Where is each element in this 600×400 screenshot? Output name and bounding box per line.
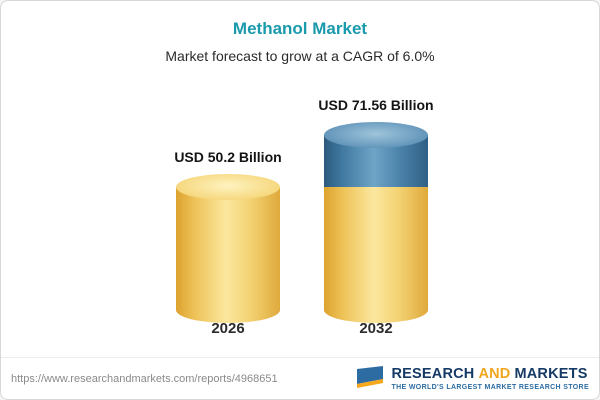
cylinder-bottom-face [176,297,280,323]
cylinder-top-face [176,174,280,200]
report-url: https://www.researchandmarkets.com/repor… [11,372,278,385]
bar-category-2032: 2032 [359,320,393,337]
researchandmarkets-logo: RESEARCH AND MARKETS THE WORLD'S LARGEST… [355,365,589,392]
logo-word-and: AND [478,366,511,382]
bar-category-2026: 2026 [211,320,245,337]
logo-tagline: THE WORLD'S LARGEST MARKET RESEARCH STOR… [391,384,589,391]
cylinder-bottom-face [324,297,428,323]
logo-word-markets: MARKETS [514,366,588,382]
logo-mark-icon [357,365,384,388]
cylinder-body-base [324,187,428,323]
logo-text: RESEARCH AND MARKETS THE WORLD'S LARGEST… [391,366,589,391]
bar-value-label-2026: USD 50.2 Billion [174,149,282,165]
cylinder-2032 [324,122,428,323]
cylinder-body-base [176,187,280,323]
chart-title: Methanol Market [232,19,368,38]
cylinder-top-face [324,122,428,148]
bar-group-2032: USD 71.56 Billion 2032 [318,97,434,337]
bar-value-label-2032: USD 71.56 Billion [318,97,434,113]
logo-word-research: RESEARCH [391,366,475,382]
footer: https://www.researchandmarkets.com/repor… [1,357,599,399]
bar-group-2026: USD 50.2 Billion 2026 [173,149,283,337]
cylinder-2026 [176,174,280,323]
chart-subtitle: Market forecast to grow at a CAGR of 6.0… [165,48,435,64]
logo-wordmark: RESEARCH AND MARKETS [391,366,589,382]
